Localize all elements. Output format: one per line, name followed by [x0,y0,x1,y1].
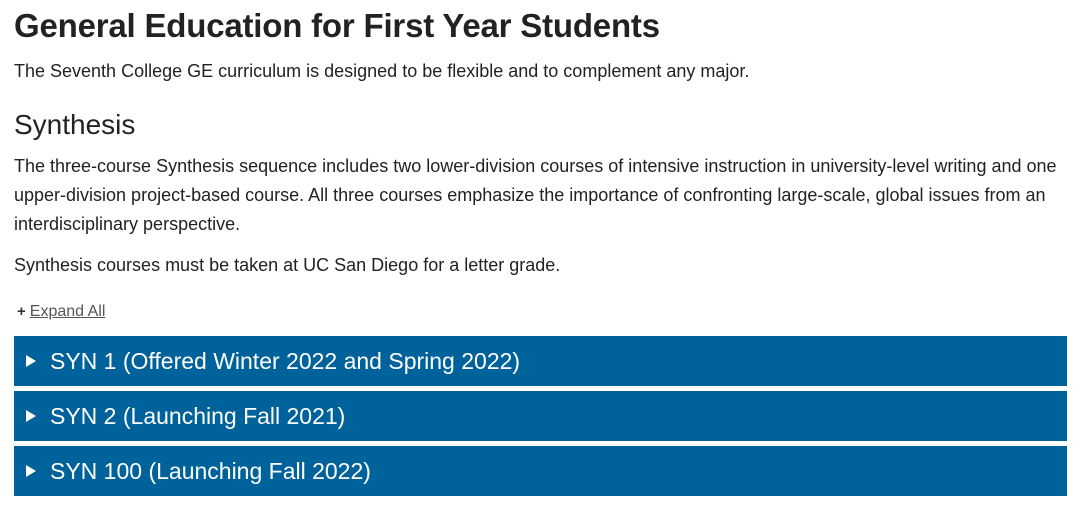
expand-all-link[interactable]: Expand All [29,303,106,320]
triangle-right-icon [26,465,36,477]
synthesis-description: The three-course Synthesis sequence incl… [14,156,1057,234]
accordion-item-label: SYN 2 (Launching Fall 2021) [50,403,346,429]
plus-icon: + [17,303,26,320]
triangle-right-icon [26,410,36,422]
intro-text: The Seventh College GE curriculum is des… [14,61,750,81]
accordion-item-label: SYN 1 (Offered Winter 2022 and Spring 20… [50,348,521,374]
accordion-item-syn-2[interactable]: SYN 2 (Launching Fall 2021) [14,391,1067,441]
accordion-item-label: SYN 100 (Launching Fall 2022) [50,458,371,484]
synthesis-note: Synthesis courses must be taken at UC Sa… [14,255,561,275]
course-accordion: SYN 1 (Offered Winter 2022 and Spring 20… [14,336,1067,501]
section-title-synthesis: Synthesis [14,109,136,140]
accordion-item-syn-100[interactable]: SYN 100 (Launching Fall 2022) [14,446,1067,496]
triangle-right-icon [26,355,36,367]
accordion-item-syn-1[interactable]: SYN 1 (Offered Winter 2022 and Spring 20… [14,336,1067,386]
page-title: General Education for First Year Student… [14,7,660,44]
expand-all-control[interactable]: + Expand All [17,301,105,323]
